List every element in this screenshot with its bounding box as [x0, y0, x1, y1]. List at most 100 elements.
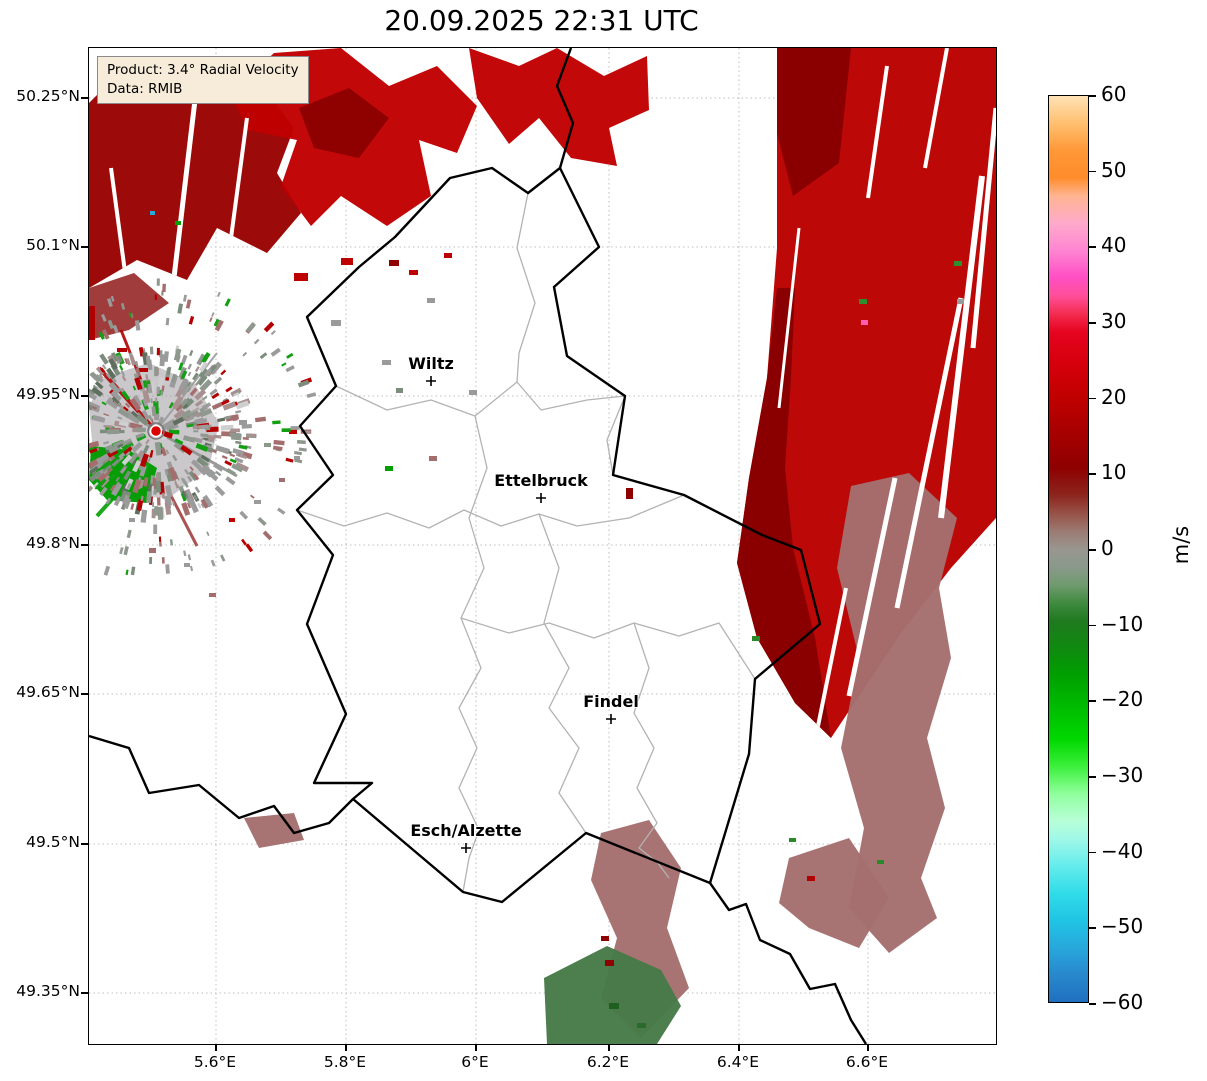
radar-speckle — [189, 565, 194, 572]
radar-speckle — [229, 453, 236, 458]
y-tick-mark — [81, 395, 88, 397]
radar-speckle — [93, 481, 99, 488]
radar-speckle — [262, 530, 273, 541]
radar-speckle — [89, 446, 94, 454]
radar-speckle — [151, 406, 157, 417]
echo-cell — [294, 456, 300, 460]
radar-speckle — [119, 364, 124, 371]
radar-speckle — [233, 392, 240, 397]
radar-speckle — [111, 396, 120, 404]
radar-speckle — [106, 367, 117, 380]
radar-speckle — [225, 386, 233, 393]
radar-speckle — [186, 387, 192, 393]
radar-speckle — [145, 438, 150, 445]
echo-gap — [923, 48, 949, 169]
radar-speckle — [89, 485, 94, 495]
radar-speckle — [210, 559, 216, 567]
radar-speckle — [192, 425, 202, 430]
radar-speckle — [200, 502, 205, 509]
radar-speckle — [140, 509, 148, 523]
radar-speckle — [206, 434, 216, 440]
radar-speckle — [159, 353, 166, 367]
radar-speckle — [213, 318, 220, 327]
radar-speckle — [182, 404, 189, 410]
radar-speckle — [142, 397, 148, 407]
radar-speckle — [92, 384, 99, 390]
radar-speckle — [157, 506, 164, 520]
radar-speckle — [161, 492, 165, 499]
radar-speckle — [150, 398, 153, 404]
radar-speckle — [263, 321, 275, 333]
radar-speckle — [220, 424, 234, 431]
echo-cell — [609, 1003, 619, 1009]
y-tick-label: 49.5°N — [26, 833, 80, 851]
radar-speckle — [235, 400, 250, 410]
radar-speckle — [118, 386, 123, 392]
echo-cell — [469, 390, 477, 395]
echo-cell — [605, 960, 614, 966]
radar-speckle — [189, 387, 198, 397]
radar-speckle — [161, 557, 165, 564]
radar-speckle — [156, 278, 160, 286]
radar-speckle — [187, 475, 193, 483]
radar-speckle — [235, 409, 242, 414]
radar-streak — [95, 474, 135, 518]
radar-speckle — [242, 437, 249, 441]
echo-cell — [954, 261, 962, 266]
echo-gap — [777, 227, 801, 409]
echo-cell — [139, 368, 148, 372]
radar-speckle — [290, 425, 300, 431]
radar-speckle — [140, 495, 144, 502]
data-source-label: Data: RMIB — [107, 80, 183, 97]
radar-speckle — [132, 394, 143, 407]
radar-speckle — [121, 441, 135, 452]
radar-speckle — [165, 449, 170, 455]
radar-speckle — [241, 424, 252, 429]
y-tick-label: 49.8°N — [26, 534, 80, 552]
radar-speckle — [89, 400, 101, 412]
radar-speckle — [103, 440, 110, 445]
radar-speckle — [155, 473, 159, 481]
radar-speckle — [101, 364, 107, 370]
radar-speckle — [305, 430, 311, 433]
radar-speckle — [183, 550, 187, 557]
radar-speckle — [99, 353, 109, 365]
radar-speckle — [147, 383, 153, 394]
radar-speckle — [168, 425, 175, 430]
radar-speckle — [120, 370, 126, 377]
radar-speckle — [117, 416, 123, 420]
radar-speckle — [172, 416, 185, 426]
radar-speckle — [241, 538, 247, 546]
radar-speckle — [151, 486, 154, 492]
radar-speckle — [160, 447, 167, 457]
radar-speckle — [120, 302, 126, 310]
radar-speckle — [214, 485, 226, 497]
radar-speckle — [123, 446, 133, 455]
radar-speckle — [141, 409, 150, 421]
radar-speckle — [149, 556, 153, 564]
radar-speckle — [270, 347, 281, 357]
radar-speckle — [270, 330, 276, 336]
radar-speckle — [194, 389, 207, 401]
radar-speckle — [142, 389, 151, 404]
echo-cell — [957, 299, 964, 304]
x-tick-label: 6.6°E — [845, 1053, 889, 1071]
radar-speckle — [239, 510, 249, 520]
colorbar-tick-label: 40 — [1101, 233, 1127, 258]
radar-speckle — [204, 427, 211, 431]
radar-speckle — [97, 470, 110, 482]
radar-speckle — [105, 373, 112, 380]
echo-cell — [389, 260, 399, 266]
radar-speckle — [166, 366, 172, 375]
city-marker — [606, 714, 616, 724]
radar-speckle — [134, 320, 141, 331]
radar-speckle — [104, 443, 115, 451]
colorbar-tick-label: −10 — [1101, 611, 1144, 636]
radar-speckle — [130, 313, 134, 319]
radar-speckle — [130, 410, 139, 419]
radar-speckle — [89, 402, 94, 411]
echo-cell — [89, 306, 95, 340]
radar-speckle — [123, 546, 129, 556]
radar-speckle — [112, 324, 119, 334]
radar-speckle — [181, 409, 192, 418]
